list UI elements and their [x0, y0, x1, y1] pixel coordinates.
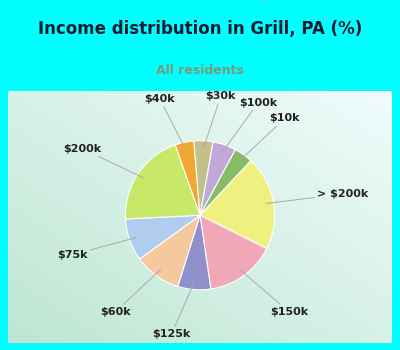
Text: $125k: $125k	[152, 282, 194, 339]
Wedge shape	[178, 215, 211, 290]
Text: Income distribution in Grill, PA (%): Income distribution in Grill, PA (%)	[38, 20, 362, 38]
Wedge shape	[200, 150, 251, 215]
Wedge shape	[200, 215, 267, 289]
Wedge shape	[200, 142, 236, 215]
Wedge shape	[126, 145, 200, 219]
Text: $75k: $75k	[57, 237, 137, 260]
Wedge shape	[194, 141, 213, 215]
Text: ●: ●	[257, 0, 267, 1]
Text: $10k: $10k	[239, 113, 300, 161]
Wedge shape	[126, 215, 200, 259]
Text: $200k: $200k	[63, 144, 144, 178]
Text: City-Data.com: City-Data.com	[255, 0, 319, 1]
Text: $40k: $40k	[144, 93, 186, 150]
Text: $30k: $30k	[204, 91, 236, 148]
Wedge shape	[175, 141, 200, 215]
Text: > $200k: > $200k	[266, 189, 369, 203]
Wedge shape	[140, 215, 200, 286]
Text: All residents: All residents	[156, 64, 244, 77]
Text: $60k: $60k	[100, 270, 161, 317]
Text: $150k: $150k	[240, 269, 308, 317]
Wedge shape	[200, 161, 274, 248]
Text: $100k: $100k	[222, 98, 277, 152]
